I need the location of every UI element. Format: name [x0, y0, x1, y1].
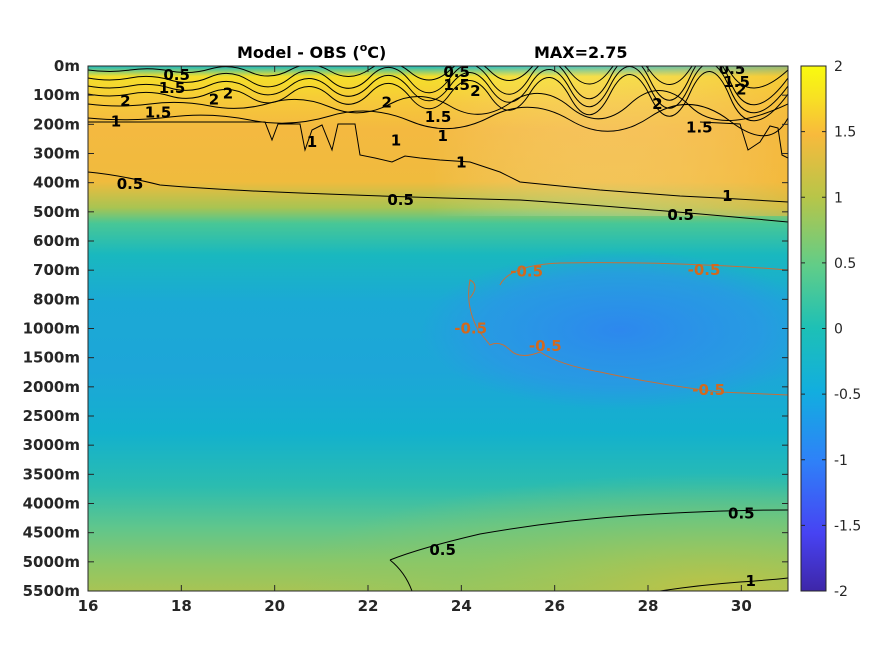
y-tick-label: 200m — [33, 115, 80, 133]
y-tick-label: 400m — [33, 174, 80, 192]
contour-label: 2 — [120, 92, 130, 110]
contour-label: 0.5 — [429, 541, 456, 559]
contour-neg0.5-top — [499, 262, 788, 286]
y-tick-label: 0m — [54, 57, 80, 75]
contour-label: 1 — [391, 131, 401, 149]
contour-label: 0.5 — [443, 63, 470, 81]
y-tick-label: 100m — [33, 86, 80, 104]
contour-label: 0.5 — [728, 505, 755, 523]
contour-label: 1.5 — [159, 79, 186, 97]
y-tick-label: 500m — [33, 203, 80, 221]
contour-label: 1.5 — [425, 108, 452, 126]
contour-label: 1 — [307, 133, 317, 151]
contour-label: -0.5 — [510, 263, 543, 281]
contour-1-bottom — [659, 577, 788, 591]
contour-label: 1.5 — [723, 73, 750, 91]
contour-label: 0.5 — [719, 60, 746, 78]
colorbar-tick-label: -1.5 — [834, 518, 861, 534]
plot-area: 0.51.52 2 21.510.51.5 221.51 1 110.51.5221.50… — [88, 60, 788, 591]
y-tick-label: 600m — [33, 232, 80, 250]
x-tick-label: 16 — [78, 597, 99, 615]
contour-label: 0.5 — [117, 175, 144, 193]
contour-neg0.5 — [468, 279, 788, 396]
x-tick-label: 24 — [451, 597, 472, 615]
surface-contours — [88, 66, 788, 137]
contour-label: 2 — [736, 80, 746, 98]
colorbar-tick-label: 0 — [834, 322, 843, 338]
contour-label: 2 — [381, 93, 391, 111]
colorbar-gradient — [800, 65, 827, 592]
y-tick-label: 800m — [33, 290, 80, 308]
contour-label: 2 — [209, 91, 219, 109]
y-tick-label: 2500m — [23, 407, 80, 425]
colorbar-tick-label: 1 — [834, 190, 843, 206]
x-tick-label: 18 — [171, 597, 192, 615]
y-tick-label: 300m — [33, 145, 80, 163]
colorbar-tick-label: -0.5 — [834, 387, 861, 403]
contour-label: 1 — [456, 153, 466, 171]
heatmap-warm-bottom — [300, 460, 788, 591]
colorbar: 2 1.5 1 0.5 0 -0.5 -1 -1.5 -2 — [800, 59, 861, 600]
contour-0.5-upper — [88, 171, 788, 223]
contour-label: 0.5 — [163, 66, 190, 84]
x-tick-label: 28 — [638, 597, 659, 615]
contour-label: 1.5 — [145, 104, 172, 122]
y-tick-label: 1500m — [23, 349, 80, 367]
contour-label: 1 — [745, 572, 755, 590]
y-tick-label: 700m — [33, 261, 80, 279]
colorbar-tick-label: 2 — [834, 59, 843, 75]
contour-0.5-bottom — [389, 509, 788, 561]
contour-1 — [88, 121, 788, 203]
y-tick-label: 3000m — [23, 436, 80, 454]
x-tick-label: 30 — [731, 597, 752, 615]
contour-label: -0.5 — [454, 320, 487, 338]
y-tick-label: 4000m — [23, 495, 80, 513]
x-tick-label: 26 — [544, 597, 565, 615]
contour-label: -0.5 — [529, 337, 562, 355]
chart-title: Model - OBS (oC) — [237, 41, 386, 62]
y-tick-label: 1000m — [23, 320, 80, 338]
max-label: MAX=2.75 — [534, 43, 628, 62]
colorbar-ticks: 2 1.5 1 0.5 0 -0.5 -1 -1.5 -2 — [801, 59, 861, 600]
contour-label: 1.5 — [686, 118, 713, 136]
contour-label: 2 — [470, 82, 480, 100]
x-tick-label: 22 — [358, 597, 379, 615]
contour-label: 1 — [722, 187, 732, 205]
y-axis: 0m 100m 200m 300m 400m 500m 600m 700m 800m 1000m 1… — [23, 57, 788, 600]
x-tick-label: 20 — [264, 597, 285, 615]
colorbar-tick-label: 0.5 — [834, 256, 856, 272]
x-axis: 16 18 20 22 24 26 28 30 — [78, 66, 752, 615]
y-tick-label: 3500m — [23, 465, 80, 483]
heatmap-cold-core — [420, 250, 788, 410]
contour-label: 1.5 — [443, 76, 470, 94]
y-tick-label: 5000m — [23, 553, 80, 571]
contour-1-right — [699, 121, 788, 159]
y-tick-label: 4500m — [23, 524, 80, 542]
y-tick-label: 5500m — [23, 582, 80, 600]
contour-label: 2 — [223, 85, 233, 103]
contour-labels: 0.51.52 2 21.510.51.5 221.51 1 110.51.5221.50… — [111, 60, 756, 590]
contour-label: 1 — [111, 112, 121, 130]
contour-label: 0.5 — [387, 191, 414, 209]
y-tick-label: 2000m — [23, 378, 80, 396]
contour-0.5-bottom-corner — [389, 559, 413, 591]
colorbar-tick-label: -2 — [834, 584, 848, 600]
contour-label: -0.5 — [692, 381, 725, 399]
contour-label: 1 — [437, 127, 447, 145]
colorbar-tick-label: 1.5 — [834, 125, 856, 141]
colorbar-tick-label: -1 — [834, 453, 848, 469]
contour-label: 1 — [456, 153, 466, 171]
contour-label: 0.5 — [667, 206, 694, 224]
contour-label: -0.5 — [688, 261, 721, 279]
contour-label: 2 — [652, 95, 662, 113]
